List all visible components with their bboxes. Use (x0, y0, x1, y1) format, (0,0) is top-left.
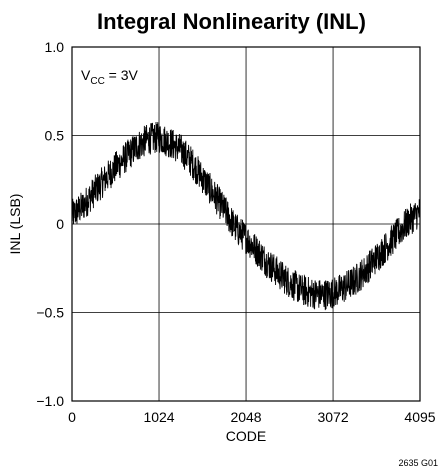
x-tick-label: 4095 (404, 409, 435, 425)
annotation-rest: = 3V (105, 67, 139, 83)
annotation-subscript: CC (90, 76, 104, 87)
y-axis-label: INL (LSB) (7, 194, 23, 255)
inl-series-line (71, 122, 421, 311)
annotation-main: V (81, 67, 91, 83)
y-tick-label: −1.0 (36, 393, 64, 409)
x-tick-label: 3072 (317, 409, 348, 425)
chart-title: Integral Nonlinearity (INL) (97, 9, 366, 34)
x-tick-label: 2048 (230, 409, 261, 425)
y-tick-label: 0 (56, 216, 64, 232)
x-tick-label: 1024 (143, 409, 174, 425)
y-tick-label: 1.0 (45, 39, 65, 55)
vcc-annotation: VCC = 3V (81, 67, 139, 87)
y-tick-label: −0.5 (36, 305, 64, 321)
data-layer (71, 122, 421, 311)
figure-id: 2635 G01 (398, 458, 438, 468)
x-tick-label: 0 (68, 409, 76, 425)
plot-frame (71, 46, 421, 402)
tick-labels: 0 1024 2048 3072 4095 1.0 0.5 0 −0.5 −1.0 (36, 39, 435, 425)
grid (71, 46, 421, 402)
x-axis-label: CODE (226, 428, 266, 444)
y-tick-label: 0.5 (45, 128, 65, 144)
